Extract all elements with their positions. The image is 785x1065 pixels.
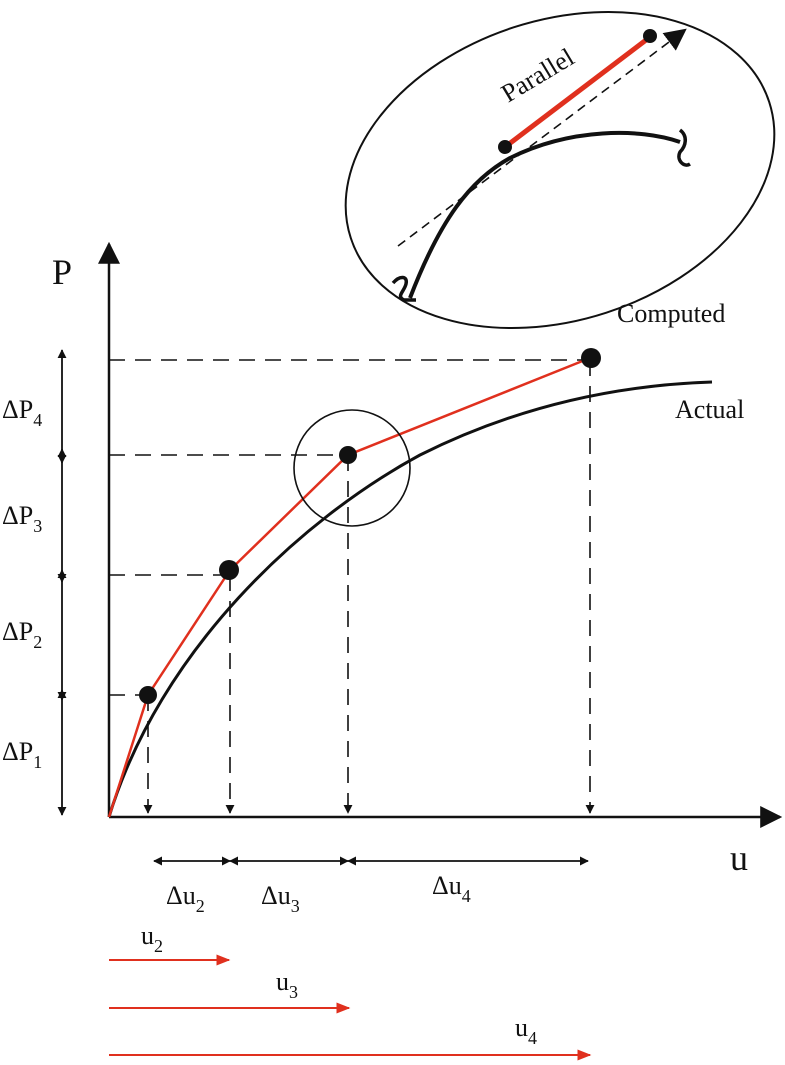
computed-point-2 — [219, 560, 239, 580]
p-axis-label: P — [52, 252, 72, 292]
u-axis-label: u — [730, 838, 748, 878]
inset-break-left — [391, 275, 416, 302]
computed-points — [139, 348, 601, 704]
u2-label: u2 — [141, 921, 163, 956]
actual-curve — [107, 380, 713, 818]
detail-circle — [293, 409, 411, 527]
delta-p3-label: ΔP3 — [2, 501, 42, 536]
actual-label: Actual — [675, 395, 744, 424]
delta-u3-label: Δu3 — [261, 881, 300, 916]
delta-p4-label: ΔP4 — [2, 395, 42, 430]
total-displacement-arrows — [109, 954, 592, 1061]
u4-label: u4 — [515, 1013, 537, 1048]
computed-point-3 — [339, 446, 357, 464]
computed-polyline — [107, 356, 591, 818]
delta-u2-label: Δu2 — [166, 881, 205, 916]
inset-parallel-segment — [503, 35, 652, 149]
inset-actual-curve — [408, 130, 681, 299]
computed-point-1 — [139, 686, 157, 704]
u3-label: u3 — [276, 967, 298, 1002]
computed-label: Computed — [617, 299, 725, 328]
displacement-drops — [143, 360, 595, 814]
inset-break-right — [677, 128, 691, 167]
delta-p1-label: ΔP1 — [2, 737, 42, 772]
computed-point-4 — [581, 348, 601, 368]
delta-u4-label: Δu4 — [432, 871, 471, 906]
delta-p2-label: ΔP2 — [2, 617, 42, 652]
